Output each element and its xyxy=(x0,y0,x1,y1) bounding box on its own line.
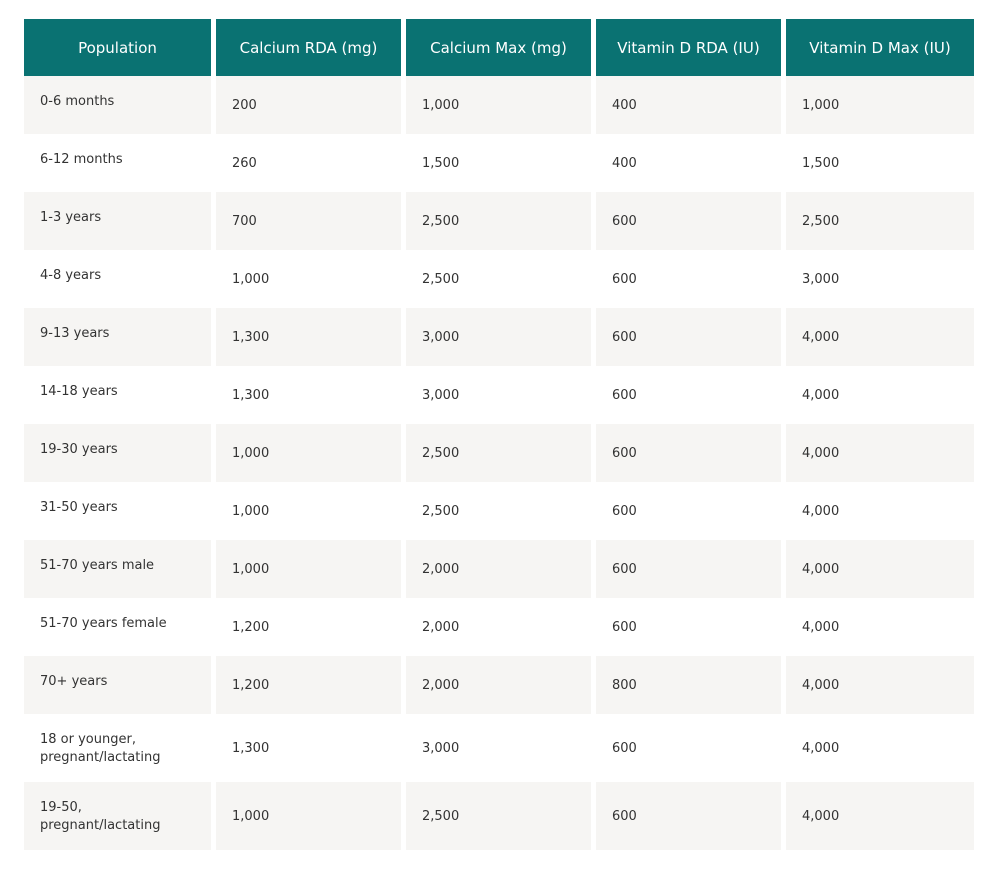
cell-calcium-rda: 1,000 xyxy=(216,782,401,850)
cell-vitamin-d-rda: 600 xyxy=(596,540,781,598)
cell-calcium-max: 3,000 xyxy=(406,366,591,424)
cell-population: 1-3 years xyxy=(24,192,211,250)
cell-population: 19-30 years xyxy=(24,424,211,482)
table-row: 51-70 years male 1,000 2,000 600 4,000 xyxy=(24,540,974,598)
nutrient-table-container: Population Calcium RDA (mg) Calcium Max … xyxy=(24,19,974,850)
cell-calcium-max: 2,000 xyxy=(406,540,591,598)
cell-calcium-max: 2,500 xyxy=(406,192,591,250)
cell-population: 0-6 months xyxy=(24,76,211,134)
cell-calcium-rda: 1,300 xyxy=(216,308,401,366)
cell-vitamin-d-rda: 400 xyxy=(596,76,781,134)
cell-vitamin-d-max: 4,000 xyxy=(786,308,974,366)
header-vitamin-d-rda: Vitamin D RDA (IU) xyxy=(596,19,781,76)
cell-population: 70+ years xyxy=(24,656,211,714)
cell-vitamin-d-max: 4,000 xyxy=(786,540,974,598)
cell-vitamin-d-rda: 600 xyxy=(596,714,781,782)
cell-calcium-rda: 1,000 xyxy=(216,424,401,482)
cell-vitamin-d-max: 4,000 xyxy=(786,714,974,782)
table-row: 9-13 years 1,300 3,000 600 4,000 xyxy=(24,308,974,366)
cell-calcium-max: 1,500 xyxy=(406,134,591,192)
cell-calcium-max: 1,000 xyxy=(406,76,591,134)
cell-calcium-max: 2,000 xyxy=(406,656,591,714)
cell-calcium-max: 3,000 xyxy=(406,308,591,366)
cell-calcium-rda: 1,200 xyxy=(216,656,401,714)
cell-population: 51-70 years female xyxy=(24,598,211,656)
cell-calcium-max: 2,500 xyxy=(406,782,591,850)
cell-population: 51-70 years male xyxy=(24,540,211,598)
cell-vitamin-d-rda: 600 xyxy=(596,482,781,540)
cell-calcium-max: 2,500 xyxy=(406,482,591,540)
header-population: Population xyxy=(24,19,211,76)
cell-calcium-max: 2,500 xyxy=(406,424,591,482)
cell-population: 18 or younger, pregnant/lactating xyxy=(24,714,211,782)
table-body: 0-6 months 200 1,000 400 1,000 6-12 mont… xyxy=(24,76,974,850)
cell-vitamin-d-max: 1,500 xyxy=(786,134,974,192)
table-row: 4-8 years 1,000 2,500 600 3,000 xyxy=(24,250,974,308)
header-vitamin-d-max: Vitamin D Max (IU) xyxy=(786,19,974,76)
cell-vitamin-d-max: 4,000 xyxy=(786,598,974,656)
cell-vitamin-d-rda: 600 xyxy=(596,424,781,482)
table-row: 31-50 years 1,000 2,500 600 4,000 xyxy=(24,482,974,540)
cell-vitamin-d-rda: 600 xyxy=(596,598,781,656)
cell-calcium-rda: 1,300 xyxy=(216,366,401,424)
cell-calcium-rda: 1,000 xyxy=(216,482,401,540)
table-header: Population Calcium RDA (mg) Calcium Max … xyxy=(24,19,974,76)
header-calcium-rda: Calcium RDA (mg) xyxy=(216,19,401,76)
cell-vitamin-d-rda: 600 xyxy=(596,366,781,424)
cell-vitamin-d-rda: 400 xyxy=(596,134,781,192)
cell-population: 14-18 years xyxy=(24,366,211,424)
cell-vitamin-d-max: 4,000 xyxy=(786,782,974,850)
table-row: 14-18 years 1,300 3,000 600 4,000 xyxy=(24,366,974,424)
cell-calcium-max: 2,000 xyxy=(406,598,591,656)
cell-population: 19-50, pregnant/lactating xyxy=(24,782,211,850)
cell-calcium-rda: 1,000 xyxy=(216,540,401,598)
cell-calcium-rda: 200 xyxy=(216,76,401,134)
table-row: 70+ years 1,200 2,000 800 4,000 xyxy=(24,656,974,714)
cell-vitamin-d-max: 1,000 xyxy=(786,76,974,134)
table-row: 19-30 years 1,000 2,500 600 4,000 xyxy=(24,424,974,482)
cell-vitamin-d-rda: 600 xyxy=(596,192,781,250)
cell-population: 4-8 years xyxy=(24,250,211,308)
table-row: 6-12 months 260 1,500 400 1,500 xyxy=(24,134,974,192)
table-row: 1-3 years 700 2,500 600 2,500 xyxy=(24,192,974,250)
table-row: 18 or younger, pregnant/lactating 1,300 … xyxy=(24,714,974,782)
cell-vitamin-d-max: 4,000 xyxy=(786,656,974,714)
cell-population: 9-13 years xyxy=(24,308,211,366)
cell-calcium-rda: 1,000 xyxy=(216,250,401,308)
cell-vitamin-d-max: 3,000 xyxy=(786,250,974,308)
cell-vitamin-d-max: 2,500 xyxy=(786,192,974,250)
header-calcium-max: Calcium Max (mg) xyxy=(406,19,591,76)
header-row: Population Calcium RDA (mg) Calcium Max … xyxy=(24,19,974,76)
cell-vitamin-d-rda: 600 xyxy=(596,308,781,366)
cell-vitamin-d-max: 4,000 xyxy=(786,482,974,540)
cell-calcium-max: 2,500 xyxy=(406,250,591,308)
cell-calcium-max: 3,000 xyxy=(406,714,591,782)
cell-calcium-rda: 260 xyxy=(216,134,401,192)
table-row: 51-70 years female 1,200 2,000 600 4,000 xyxy=(24,598,974,656)
cell-vitamin-d-max: 4,000 xyxy=(786,366,974,424)
cell-vitamin-d-max: 4,000 xyxy=(786,424,974,482)
cell-population: 6-12 months xyxy=(24,134,211,192)
cell-vitamin-d-rda: 600 xyxy=(596,250,781,308)
cell-calcium-rda: 1,200 xyxy=(216,598,401,656)
cell-vitamin-d-rda: 800 xyxy=(596,656,781,714)
nutrient-table: Population Calcium RDA (mg) Calcium Max … xyxy=(19,19,979,850)
cell-population: 31-50 years xyxy=(24,482,211,540)
cell-calcium-rda: 700 xyxy=(216,192,401,250)
cell-vitamin-d-rda: 600 xyxy=(596,782,781,850)
cell-calcium-rda: 1,300 xyxy=(216,714,401,782)
table-row: 0-6 months 200 1,000 400 1,000 xyxy=(24,76,974,134)
table-row: 19-50, pregnant/lactating 1,000 2,500 60… xyxy=(24,782,974,850)
